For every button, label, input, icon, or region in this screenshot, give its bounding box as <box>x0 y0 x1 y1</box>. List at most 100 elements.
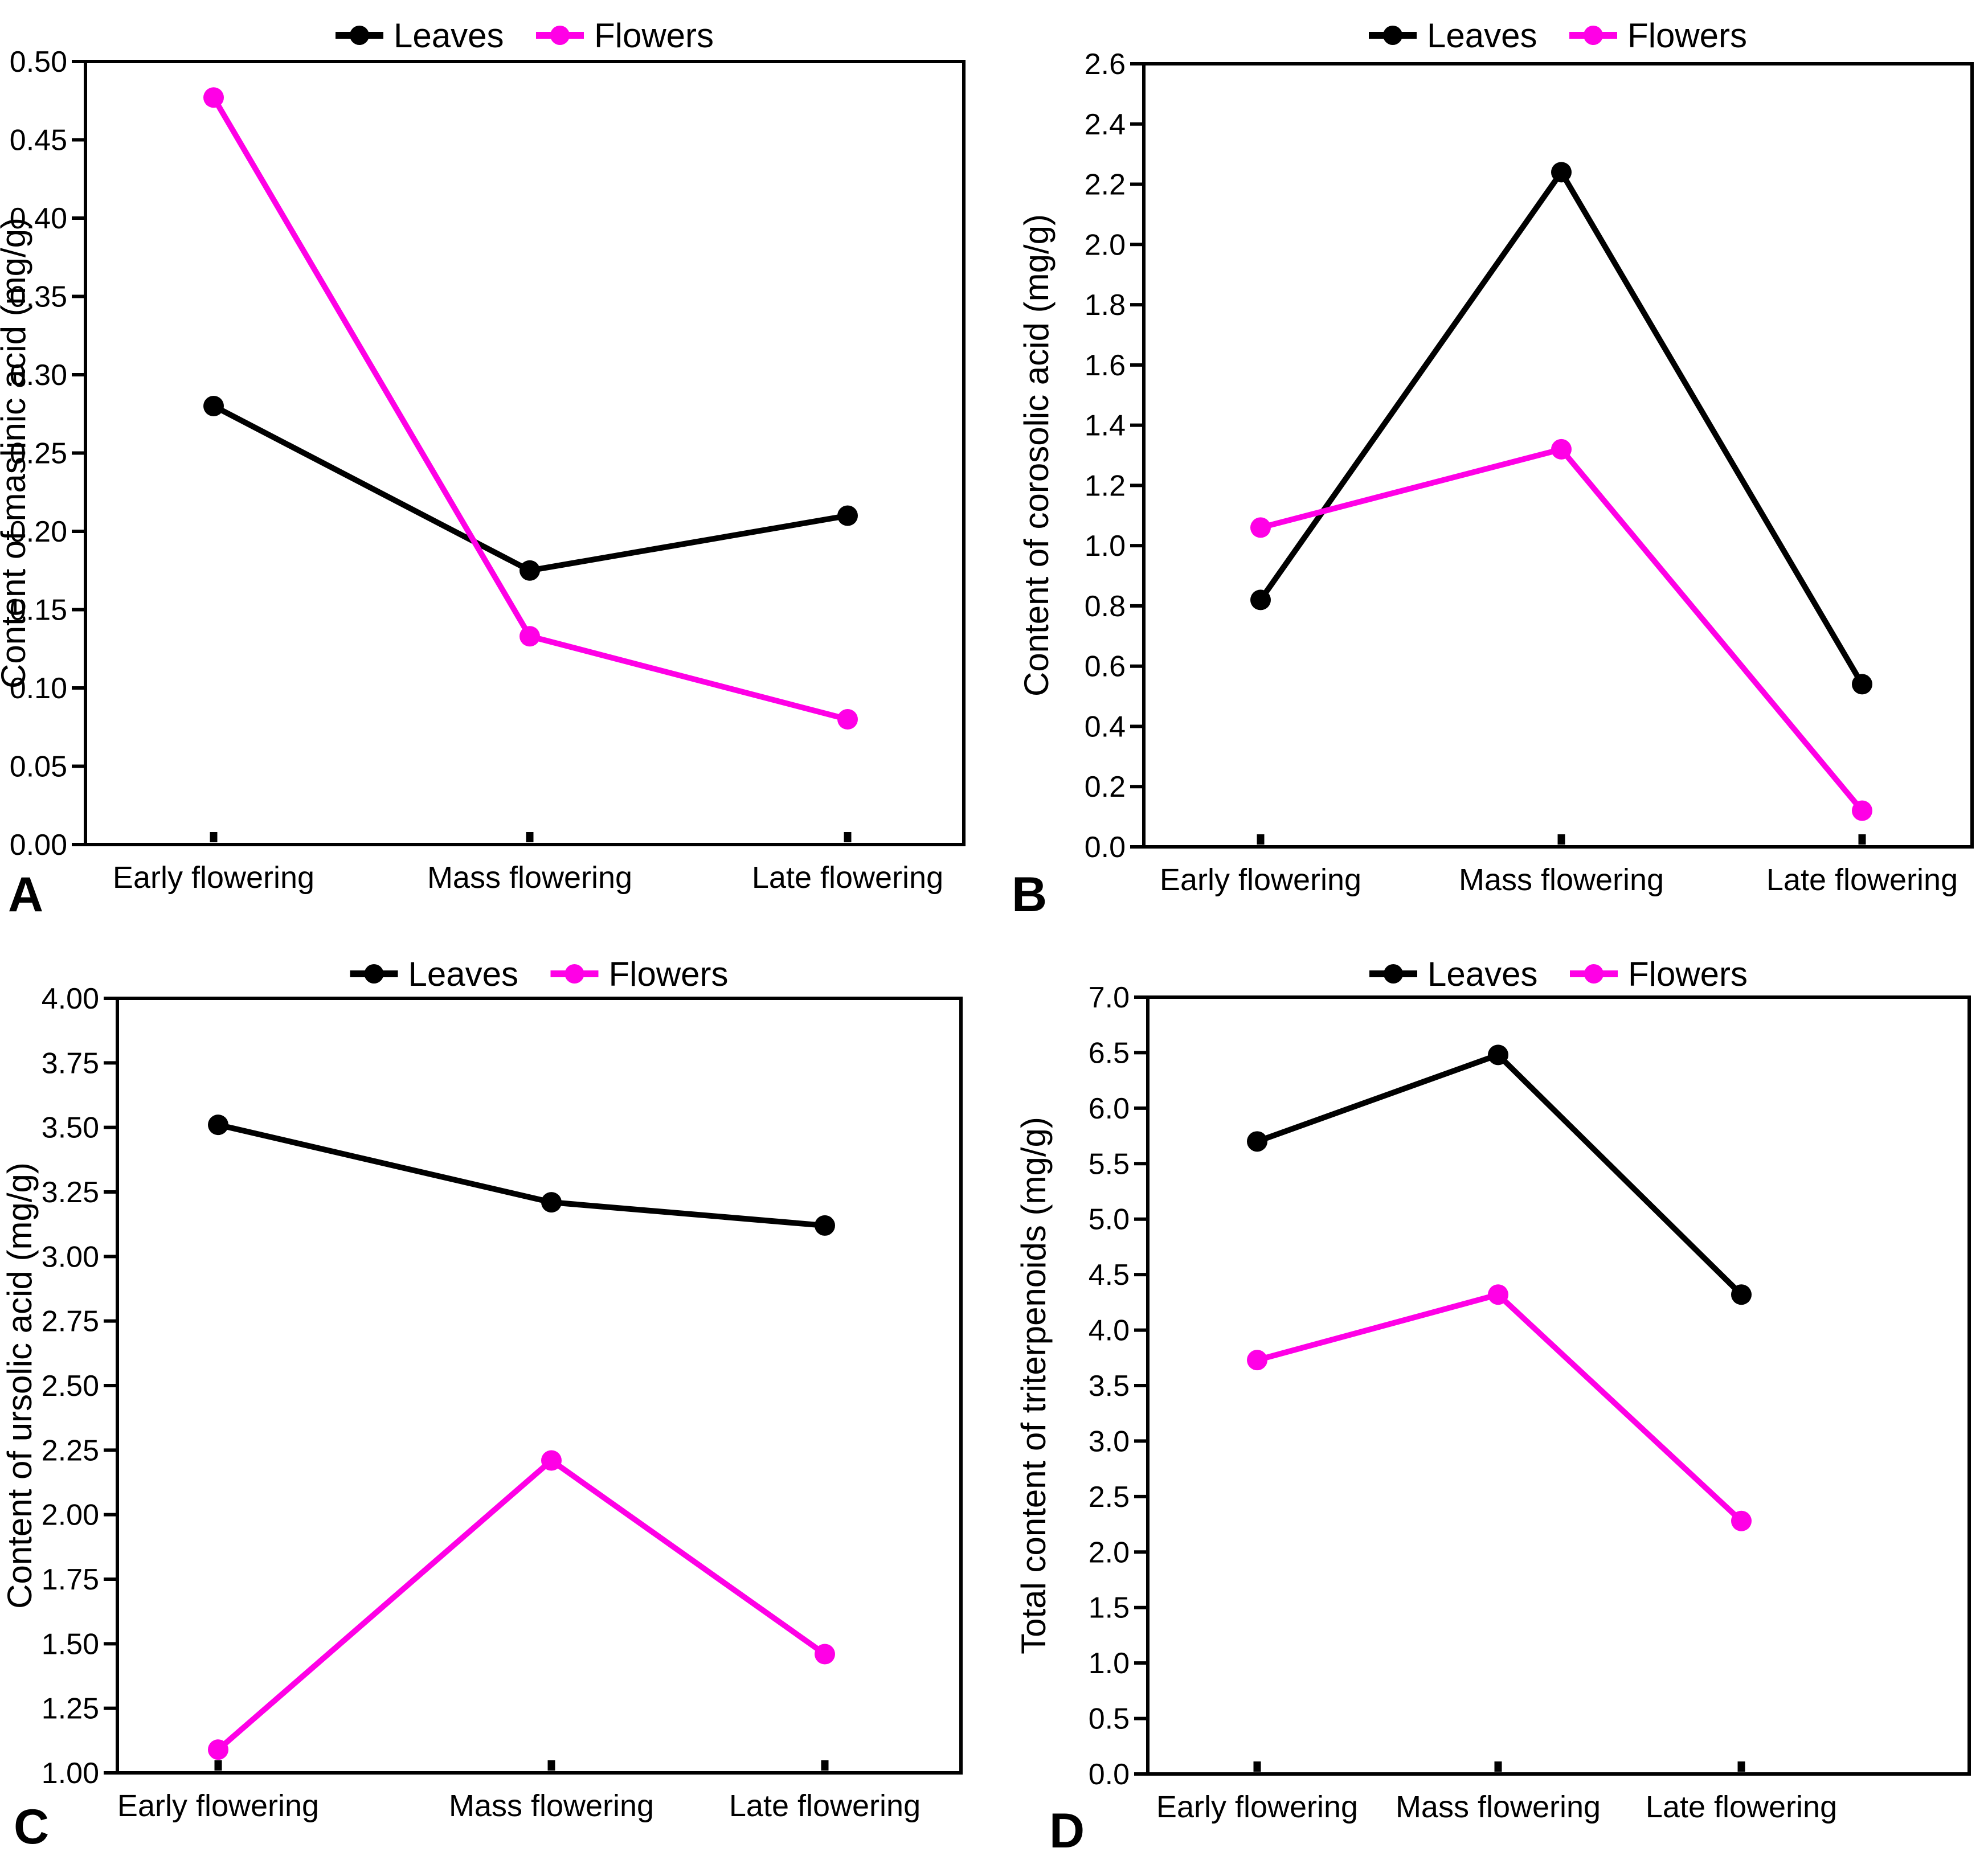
flowers-marker <box>1247 1350 1267 1371</box>
y-tick-label: 2.00 <box>42 1499 99 1532</box>
y-axis-title: Total content of triterpenoids (mg/g) <box>1015 1117 1053 1654</box>
y-tick-label: 1.50 <box>42 1628 99 1661</box>
y-tick-label: 2.25 <box>42 1434 99 1467</box>
panel-letter-c: C <box>14 1800 50 1852</box>
y-tick-label: 3.75 <box>42 1047 99 1080</box>
chart-B: 0.0 0.2 0.4 0.6 0.8 1.0 1.2 1.4 1.6 1.8 2.0 2.2 2.4 2… <box>1017 17 1974 897</box>
y-tick-label: 0.25 <box>10 437 67 470</box>
leaves-marker <box>520 560 540 581</box>
leaves-marker <box>208 1115 228 1136</box>
legend-flowers-label: Flowers <box>594 17 714 55</box>
leaves-marker <box>837 505 858 526</box>
x-category-label: Mass flowering <box>1396 1790 1601 1824</box>
x-category-label: Mass flowering <box>427 861 632 895</box>
y-tick-label: 6.5 <box>1089 1036 1130 1070</box>
y-tick-label: 0.6 <box>1085 650 1126 683</box>
panel-A-maslinic-acid: 0.00 0.05 0.10 0.15 0.20 0.25 0.30 0.35 0.40 0.45… <box>0 0 994 926</box>
leaves-marker <box>1731 1284 1752 1305</box>
legend-leaves-marker <box>1383 26 1402 45</box>
y-tick-label: 3.0 <box>1089 1425 1130 1458</box>
y-tick-label: 2.6 <box>1085 48 1126 81</box>
y-tick-label: 1.0 <box>1085 530 1126 563</box>
plot-box <box>84 60 966 846</box>
leaves-marker <box>1551 162 1572 183</box>
legend-flowers-label: Flowers <box>1627 17 1747 55</box>
legend-flowers-marker <box>1584 964 1604 984</box>
y-tick-label: 2.0 <box>1085 228 1126 261</box>
y-tick-label: 0.8 <box>1085 590 1126 623</box>
flowers-marker <box>541 1450 562 1471</box>
y-tick-label: 1.8 <box>1085 289 1126 322</box>
flowers-marker <box>1551 439 1572 460</box>
y-tick-label: 2.50 <box>42 1370 99 1403</box>
y-tick-label: 3.5 <box>1089 1370 1130 1403</box>
y-tick-label: 0.40 <box>10 202 67 235</box>
chart-A: 0.00 0.05 0.10 0.15 0.20 0.25 0.30 0.35 0.40 0.45… <box>0 17 966 895</box>
x-category-label: Mass flowering <box>1459 863 1664 897</box>
legend: Leaves Flowers <box>1369 955 1748 993</box>
legend: Leaves Flowers <box>1369 17 1747 55</box>
legend-leaves-label: Leaves <box>1427 955 1537 993</box>
legend-flowers-label: Flowers <box>609 955 729 993</box>
legend: Leaves Flowers <box>350 955 729 993</box>
y-tick-label: 1.5 <box>1089 1592 1130 1625</box>
legend: Leaves Flowers <box>336 17 714 55</box>
legend-leaves-marker <box>350 26 369 45</box>
y-tick-label: 0.30 <box>10 359 67 392</box>
x-category-label: Late flowering <box>752 861 943 895</box>
y-tick-label: 0.15 <box>10 594 67 627</box>
y-tick-label: 3.50 <box>42 1112 99 1145</box>
y-tick-label: 0.05 <box>10 751 67 784</box>
y-tick-label: 1.00 <box>42 1757 99 1790</box>
y-tick-label: 1.2 <box>1085 469 1126 502</box>
y-tick-label: 0.5 <box>1089 1703 1130 1736</box>
y-tick-label: 1.6 <box>1085 349 1126 382</box>
panel-C-ursolic-acid: 1.00 1.25 1.50 1.75 2.00 2.25 2.50 2.75 3.00 3.25… <box>0 926 994 1852</box>
leaves-marker <box>1488 1044 1508 1066</box>
y-tick-label: 4.5 <box>1089 1259 1130 1292</box>
y-tick-label: 0.0 <box>1085 831 1126 864</box>
plot-box <box>116 997 963 1775</box>
plot-box <box>1146 995 1971 1776</box>
legend-flowers-marker <box>550 26 570 45</box>
y-tick-label: 0.2 <box>1085 771 1126 804</box>
flowers-marker <box>837 709 858 730</box>
y-tick-label: 4.00 <box>42 982 99 1015</box>
legend-flowers-label: Flowers <box>1628 955 1748 993</box>
leaves-marker <box>541 1192 562 1213</box>
y-tick-label: 5.0 <box>1089 1203 1130 1236</box>
legend-flowers-marker <box>1584 26 1603 45</box>
y-tick-label: 2.4 <box>1085 108 1126 141</box>
y-tick-label: 0.50 <box>10 46 67 79</box>
y-tick-label: 6.0 <box>1089 1092 1130 1125</box>
y-tick-label: 0.35 <box>10 281 67 314</box>
legend-flowers-marker <box>565 964 584 984</box>
y-tick-label: 2.2 <box>1085 169 1126 202</box>
y-axis-title: Content of maslinic acid (mg/g) <box>0 218 32 689</box>
y-tick-label: 2.5 <box>1089 1481 1130 1514</box>
flowers-marker <box>208 1739 228 1760</box>
flowers-marker <box>1731 1510 1752 1531</box>
x-category-label: Late flowering <box>729 1789 921 1823</box>
flowers-marker <box>1488 1284 1508 1305</box>
y-tick-label: 1.75 <box>42 1563 99 1596</box>
x-category-label: Early flowering <box>1160 863 1361 897</box>
chart-D: 0.0 0.5 1.0 1.5 2.0 2.5 3.0 3.5 4.0 4.5 5.0 5.5 6.0 6… <box>1015 955 1971 1824</box>
x-category-label: Early flowering <box>117 1789 319 1823</box>
y-tick-label: 4.0 <box>1089 1314 1130 1347</box>
x-category-label: Early flowering <box>113 861 314 895</box>
legend-leaves-label: Leaves <box>408 955 518 993</box>
x-category-label: Early flowering <box>1156 1790 1358 1824</box>
panel-B-corosolic-acid: 0.0 0.2 0.4 0.6 0.8 1.0 1.2 1.4 1.6 1.8 2.0 2.2 2.4 2… <box>994 0 1988 926</box>
panel-D-triterpenoids: 0.0 0.5 1.0 1.5 2.0 2.5 3.0 3.5 4.0 4.5 5.0 5.5 6.0 6… <box>994 926 1988 1852</box>
legend-leaves-marker <box>364 964 384 984</box>
y-axis-title: Content of ursolic acid (mg/g) <box>1 1162 39 1609</box>
legend-leaves-label: Leaves <box>1427 17 1537 55</box>
y-tick-label: 1.0 <box>1089 1647 1130 1680</box>
y-tick-label: 7.0 <box>1089 981 1130 1014</box>
flowers-marker <box>203 87 224 108</box>
panel-letter-b: B <box>1012 867 1048 922</box>
leaves-marker <box>815 1215 835 1236</box>
y-tick-label: 0.4 <box>1085 710 1126 743</box>
panel-letter-a: A <box>8 867 44 922</box>
